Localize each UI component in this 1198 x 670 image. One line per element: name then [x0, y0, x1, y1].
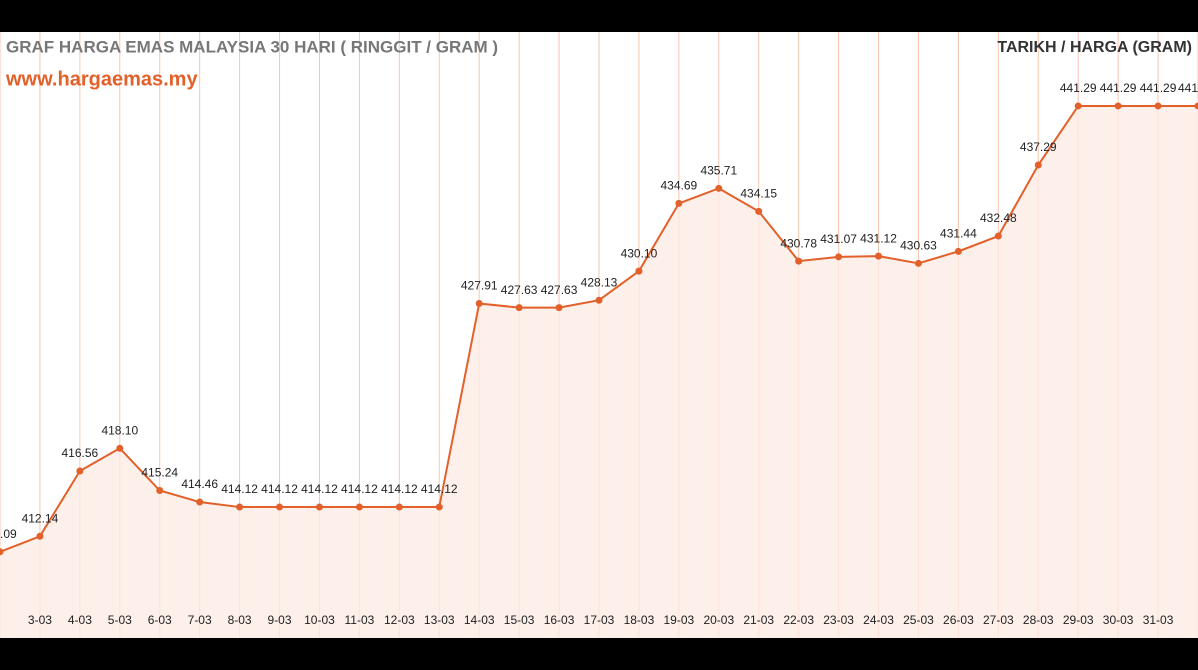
- chart-subtitle: www.hargaemas.my: [5, 68, 198, 90]
- point: [1074, 102, 1082, 110]
- point: [76, 467, 84, 475]
- value-label: 414.12: [301, 482, 338, 496]
- x-tick-label: 20-03: [703, 613, 734, 627]
- point: [755, 207, 763, 215]
- point: [1114, 102, 1122, 110]
- value-label: 414.12: [221, 482, 258, 496]
- value-label: 435.71: [700, 164, 737, 178]
- point: [156, 487, 164, 495]
- x-tick-label: 31-03: [1143, 613, 1174, 627]
- x-tick-label: 15-03: [504, 613, 535, 627]
- point: [715, 184, 723, 192]
- legend-title: TARIKH / HARGA (GRAM): [997, 39, 1192, 56]
- value-label: 441: [1178, 81, 1198, 95]
- value-label: 414.46: [181, 477, 218, 491]
- point: [515, 304, 523, 312]
- point: [635, 267, 643, 275]
- value-label: 414.12: [381, 482, 418, 496]
- value-label: 416.56: [62, 446, 99, 460]
- point: [435, 503, 443, 511]
- point: [875, 252, 883, 260]
- point: [0, 548, 4, 556]
- x-tick-label: 3-03: [28, 613, 52, 627]
- point: [36, 532, 44, 540]
- x-tick-label: 26-03: [943, 613, 974, 627]
- value-label: 414.12: [341, 482, 378, 496]
- value-label: 432.48: [980, 211, 1017, 225]
- x-tick-label: 10-03: [304, 613, 335, 627]
- value-label: 427.63: [501, 283, 538, 297]
- x-tick-label: 7-03: [188, 613, 212, 627]
- x-tick-label: 17-03: [584, 613, 615, 627]
- point: [835, 253, 843, 261]
- x-tick-label: 21-03: [743, 613, 774, 627]
- x-tick-label: 23-03: [823, 613, 854, 627]
- point: [795, 257, 803, 265]
- x-tick-label: 13-03: [424, 613, 455, 627]
- point: [395, 503, 403, 511]
- x-tick-label: 29-03: [1063, 613, 1094, 627]
- x-tick-label: 14-03: [464, 613, 495, 627]
- point: [914, 259, 922, 267]
- value-label: 427.63: [541, 283, 578, 297]
- x-tick-label: 12-03: [384, 613, 415, 627]
- x-tick-label: 27-03: [983, 613, 1014, 627]
- point: [555, 304, 563, 312]
- x-tick-label: 22-03: [783, 613, 814, 627]
- value-label: 434.15: [740, 187, 777, 201]
- value-label: 441.29: [1140, 81, 1177, 95]
- value-label: 431.12: [860, 231, 897, 245]
- area: [0, 105, 1198, 638]
- x-tick-label: 25-03: [903, 613, 934, 627]
- value-label: 430.10: [621, 246, 658, 260]
- point: [1154, 102, 1162, 110]
- x-tick-label: 8-03: [228, 613, 252, 627]
- value-label: 430.78: [780, 236, 817, 250]
- point: [236, 503, 244, 511]
- x-tick-label: 4-03: [68, 613, 92, 627]
- point: [954, 247, 962, 255]
- point: [116, 444, 124, 452]
- x-tick-label: 30-03: [1103, 613, 1134, 627]
- value-label: 431.07: [820, 232, 857, 246]
- x-tick-label: 16-03: [544, 613, 575, 627]
- value-label: 415.24: [141, 466, 178, 480]
- x-tick-label: 6-03: [148, 613, 172, 627]
- point: [1194, 102, 1198, 110]
- x-tick-label: 18-03: [624, 613, 655, 627]
- point: [355, 503, 363, 511]
- value-label: 418.10: [101, 423, 138, 437]
- x-tick-label: 9-03: [268, 613, 292, 627]
- x-tick-label: 28-03: [1023, 613, 1054, 627]
- value-label: 441.29: [1060, 81, 1097, 95]
- value-label: 441.29: [1100, 81, 1137, 95]
- value-label: 427.91: [461, 279, 498, 293]
- value-label: 428.13: [581, 275, 618, 289]
- point: [675, 199, 683, 207]
- point: [595, 296, 603, 304]
- point: [475, 299, 483, 307]
- value-label: 414.12: [421, 482, 458, 496]
- point: [1034, 161, 1042, 169]
- point: [994, 232, 1002, 240]
- value-label: .09: [0, 527, 17, 541]
- value-label: 431.44: [940, 227, 977, 241]
- point: [196, 498, 204, 506]
- x-tick-label: 11-03: [344, 613, 374, 627]
- x-tick-label: 5-03: [108, 613, 132, 627]
- value-label: 437.29: [1020, 140, 1057, 154]
- chart-title: GRAF HARGA EMAS MALAYSIA 30 HARI ( RINGG…: [6, 37, 498, 56]
- value-label: 414.12: [261, 482, 298, 496]
- point: [315, 503, 323, 511]
- value-label: 430.63: [900, 239, 937, 253]
- value-label: 434.69: [661, 179, 698, 193]
- value-label: 412.14: [22, 511, 59, 525]
- x-tick-label: 19-03: [664, 613, 695, 627]
- x-tick-label: 24-03: [863, 613, 894, 627]
- point: [276, 503, 284, 511]
